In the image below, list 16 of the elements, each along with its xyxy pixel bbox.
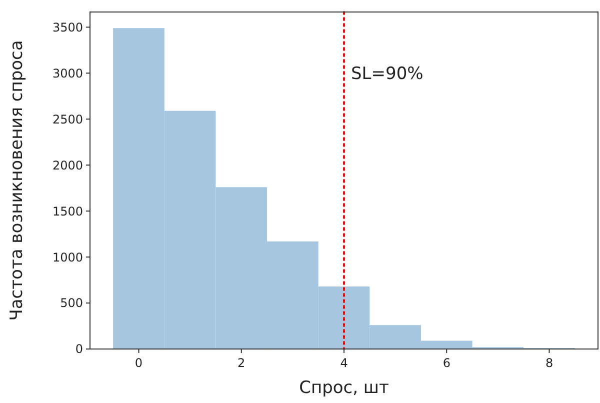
y-tick-label: 2000 bbox=[52, 158, 83, 172]
y-tick-label: 3000 bbox=[52, 66, 83, 80]
x-tick-label: 4 bbox=[340, 356, 348, 370]
x-tick-label: 2 bbox=[238, 356, 246, 370]
y-tick-label: 2500 bbox=[52, 112, 83, 126]
y-tick-label: 1500 bbox=[52, 204, 83, 218]
y-tick-label: 0 bbox=[75, 342, 83, 356]
x-tick-label: 0 bbox=[134, 356, 143, 370]
y-tick-label: 3500 bbox=[52, 20, 83, 34]
x-tick-label: 6 bbox=[442, 356, 450, 370]
annotation: SL=90% bbox=[351, 64, 424, 84]
y-axis-title: Частота возникновения спроса bbox=[7, 40, 27, 321]
x-tick-label: 8 bbox=[545, 356, 554, 370]
x-axis-title: Спрос, шт bbox=[299, 378, 389, 398]
y-tick-label: 1000 bbox=[52, 250, 83, 264]
y-tick-label: 500 bbox=[60, 296, 83, 310]
